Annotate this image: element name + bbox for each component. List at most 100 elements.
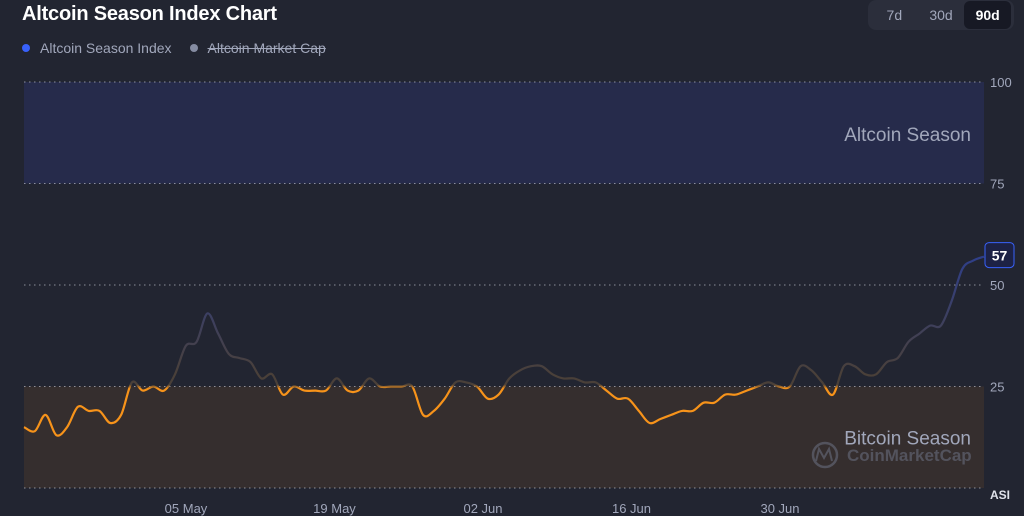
chart-title: Altcoin Season Index Chart	[22, 3, 277, 25]
data-point	[465, 381, 468, 384]
data-point	[713, 401, 716, 404]
data-point	[346, 389, 349, 392]
data-point	[551, 373, 554, 376]
data-point	[670, 413, 673, 416]
legend-item-altcoin-market-cap[interactable]: Altcoin Market Cap	[189, 40, 326, 56]
data-point	[637, 409, 640, 412]
data-point	[529, 365, 532, 368]
range-button-90d[interactable]: 90d	[964, 1, 1012, 29]
data-point	[66, 426, 69, 429]
data-point	[292, 385, 295, 388]
watermark-text: CoinMarketCap	[847, 446, 972, 465]
data-point	[573, 377, 576, 380]
data-point	[875, 373, 878, 376]
data-point	[950, 300, 953, 303]
data-point	[23, 426, 26, 429]
data-point	[853, 365, 856, 368]
data-point	[120, 413, 123, 416]
data-point	[756, 385, 759, 388]
data-point	[767, 381, 770, 384]
data-point	[842, 365, 845, 368]
data-point	[260, 377, 263, 380]
data-point	[508, 377, 511, 380]
data-point	[486, 397, 489, 400]
data-point	[98, 409, 101, 412]
bitcoin-season-label: Bitcoin Season	[844, 429, 971, 450]
data-point	[325, 389, 328, 392]
altcoin-season-zone	[24, 82, 984, 184]
data-point	[335, 377, 338, 380]
data-point	[206, 312, 209, 315]
data-point	[680, 409, 683, 412]
data-point	[831, 393, 834, 396]
data-point	[152, 385, 155, 388]
data-point	[141, 389, 144, 392]
x-tick-label: 16 Jun	[612, 501, 651, 516]
altcoin-season-label: Altcoin Season	[844, 125, 971, 146]
data-point	[810, 369, 813, 372]
data-point	[724, 393, 727, 396]
data-point	[314, 389, 317, 392]
data-point	[745, 389, 748, 392]
range-button-7d[interactable]: 7d	[886, 7, 903, 23]
data-point	[303, 389, 306, 392]
legend-dot-icon	[189, 44, 198, 52]
x-tick-label: 19 May	[313, 501, 356, 516]
data-point	[163, 389, 166, 392]
data-point	[519, 369, 522, 372]
data-point	[778, 385, 781, 388]
y-tick-label: 75	[990, 177, 1004, 192]
data-point	[648, 422, 651, 425]
data-point	[400, 385, 403, 388]
data-point	[627, 397, 630, 400]
data-point	[443, 397, 446, 400]
data-point	[432, 409, 435, 412]
data-point	[87, 409, 90, 412]
y-tick-label: 25	[990, 380, 1004, 395]
current-value-label: 57	[992, 248, 1008, 264]
data-point	[799, 365, 802, 368]
y-axis-title: ASI	[990, 488, 1010, 502]
data-point	[929, 324, 932, 327]
time-range-selector: 7d 30d 90d	[868, 0, 1014, 30]
bitcoin-season-zone	[24, 386, 984, 488]
data-point	[659, 417, 662, 420]
data-point	[217, 332, 220, 335]
data-point	[583, 381, 586, 384]
series-line-altcoin-season-index	[23, 255, 985, 437]
data-point	[76, 405, 79, 408]
range-button-30d[interactable]: 30d	[929, 7, 953, 23]
data-point	[594, 381, 597, 384]
data-point	[961, 267, 964, 270]
data-point	[238, 357, 241, 360]
data-point	[174, 373, 177, 376]
data-point	[907, 340, 910, 343]
data-point	[562, 377, 565, 380]
data-point	[227, 353, 230, 356]
data-point	[195, 340, 198, 343]
legend-item-altcoin-season-index[interactable]: Altcoin Season Index	[22, 40, 172, 56]
data-point	[885, 361, 888, 364]
coinmarketcap-watermark: CoinMarketCap	[811, 441, 972, 469]
data-point	[616, 397, 619, 400]
data-point	[788, 385, 791, 388]
data-point	[249, 361, 252, 364]
data-point	[422, 413, 425, 416]
data-point	[389, 385, 392, 388]
legend: Altcoin Season Index Altcoin Market Cap	[22, 40, 344, 56]
data-point	[918, 332, 921, 335]
data-point	[44, 413, 47, 416]
data-point	[130, 381, 133, 384]
legend-label: Altcoin Market Cap	[207, 40, 326, 56]
data-point	[357, 389, 360, 392]
data-point	[411, 385, 414, 388]
data-point	[540, 365, 543, 368]
legend-label: Altcoin Season Index	[40, 40, 172, 56]
y-tick-label: 100	[990, 75, 1012, 90]
y-tick-label: 50	[990, 278, 1004, 293]
legend-dot-icon	[22, 44, 30, 52]
coinmarketcap-logo-icon	[811, 441, 839, 469]
data-point	[864, 373, 867, 376]
data-point	[281, 393, 284, 396]
data-point	[734, 393, 737, 396]
